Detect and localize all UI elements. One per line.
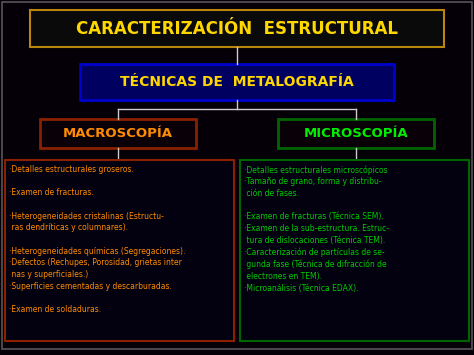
FancyBboxPatch shape [278,119,434,148]
Text: MACROSCOPÍA: MACROSCOPÍA [63,127,173,140]
FancyBboxPatch shape [5,160,234,341]
FancyBboxPatch shape [30,10,444,48]
FancyBboxPatch shape [240,160,469,341]
FancyBboxPatch shape [80,64,394,100]
FancyBboxPatch shape [40,119,196,148]
Text: ·Detalles estructurales microscópicos
·Tamaño de grano, forma y distribu-
 ción : ·Detalles estructurales microscópicos ·T… [244,165,389,293]
Text: ·Detalles estructurales groseros.

·Examen de fracturas.

·Heterogeneidades cris: ·Detalles estructurales groseros. ·Exame… [9,165,185,314]
Text: TÉCNICAS DE  METALOGRAFÍA: TÉCNICAS DE METALOGRAFÍA [120,75,354,89]
Text: CARACTERIZACIÓN  ESTRUCTURAL: CARACTERIZACIÓN ESTRUCTURAL [76,20,398,38]
Text: MICROSCOPÍA: MICROSCOPÍA [304,127,408,140]
